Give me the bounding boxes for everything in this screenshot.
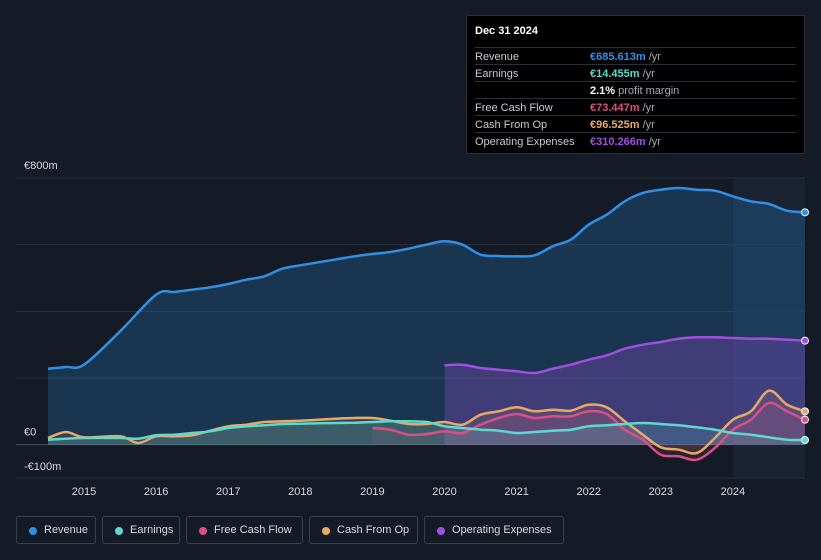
x-tick-label: 2018 <box>288 486 312 498</box>
y-tick-label: €0 <box>24 427 36 439</box>
tooltip-row: 2.1% profit margin <box>475 81 796 99</box>
tooltip-row: Cash From Op €96.525m /yr <box>475 115 796 133</box>
tooltip-row-value: €14.455m /yr <box>590 68 655 80</box>
revenue-end-point <box>801 208 809 217</box>
free-cash-flow-area <box>372 402 805 461</box>
tooltip-row-value: 2.1% profit margin <box>590 85 680 97</box>
tooltip-row-value: €96.525m /yr <box>590 119 655 131</box>
x-tick-label: 2024 <box>721 486 745 498</box>
legend-label: Free Cash Flow <box>214 524 292 536</box>
operating-expenses-end-point <box>801 336 809 345</box>
series-end-dots <box>801 208 809 444</box>
revenue-area <box>48 188 805 445</box>
legend-dot-icon <box>29 527 37 535</box>
tooltip-date: Dec 31 2024 <box>475 25 538 37</box>
tooltip-row-label: Operating Expenses <box>475 136 575 148</box>
legend-item-operating-expenses[interactable]: Operating Expenses <box>424 516 564 544</box>
x-tick-label: 2019 <box>360 486 384 498</box>
forecast-shade <box>732 178 805 478</box>
legend-item-revenue[interactable]: Revenue <box>16 516 96 544</box>
free-cash-flow-end-point <box>801 415 809 424</box>
x-tick-label: 2021 <box>504 486 528 498</box>
y-axis-labels: €800m €0 -€100m <box>24 160 61 473</box>
y-tick-label: €800m <box>24 160 58 172</box>
tooltip-row-label: Free Cash Flow <box>475 102 553 114</box>
tooltip-row-label: Earnings <box>475 68 519 80</box>
legend-dot-icon <box>199 527 207 535</box>
operating-expenses-line <box>444 335 806 375</box>
cash-from-op-end-point <box>801 407 809 416</box>
x-tick-label: 2016 <box>144 486 168 498</box>
legend-item-earnings[interactable]: Earnings <box>102 516 180 544</box>
chart-grid <box>16 177 805 479</box>
x-tick-label: 2020 <box>432 486 456 498</box>
tooltip-row-label: Revenue <box>475 51 520 63</box>
x-axis-labels: 2015 2016 2017 2018 2019 2020 2021 2022 2023 2024 <box>72 486 745 498</box>
x-tick-label: 2017 <box>216 486 240 498</box>
earnings-end-point <box>801 436 809 444</box>
x-tick-label: 2022 <box>576 486 600 498</box>
free-cash-flow-line <box>372 401 806 462</box>
tooltip-row-value: €73.447m /yr <box>590 102 655 114</box>
tooltip-row: Operating Expenses €310.266m /yr <box>475 132 796 150</box>
cash-from-op-area <box>48 390 805 454</box>
revenue-line <box>47 186 806 370</box>
legend-item-free-cash-flow[interactable]: Free Cash Flow <box>186 516 303 544</box>
legend-dot-icon <box>115 527 123 535</box>
legend-dot-icon <box>437 527 445 535</box>
series-areas <box>48 188 805 461</box>
tooltip-row-value: €685.613m /yr <box>590 51 661 63</box>
legend-item-cash-from-op[interactable]: Cash From Op <box>309 516 418 544</box>
legend-label: Cash From Op <box>337 524 410 536</box>
tooltip-row-label: Cash From Op <box>475 119 548 131</box>
x-tick-label: 2015 <box>72 486 96 498</box>
tooltip-row: Revenue €685.613m /yr <box>475 47 796 65</box>
series-lines <box>47 186 806 462</box>
legend-label: Operating Expenses <box>452 524 552 536</box>
tooltip-row-value: €310.266m /yr <box>590 136 661 148</box>
legend-dot-icon <box>322 527 330 535</box>
legend-label: Earnings <box>130 524 174 536</box>
legend-label: Revenue <box>44 524 89 536</box>
tooltip-row: Free Cash Flow €73.447m /yr <box>475 98 796 116</box>
tooltip-row: Earnings €14.455m /yr <box>475 64 796 82</box>
x-tick-label: 2023 <box>649 486 673 498</box>
data-tooltip: Dec 31 2024 Revenue €685.613m /yr Earnings… <box>466 15 805 154</box>
earnings-line <box>47 419 806 442</box>
y-tick-label: -€100m <box>24 461 61 473</box>
